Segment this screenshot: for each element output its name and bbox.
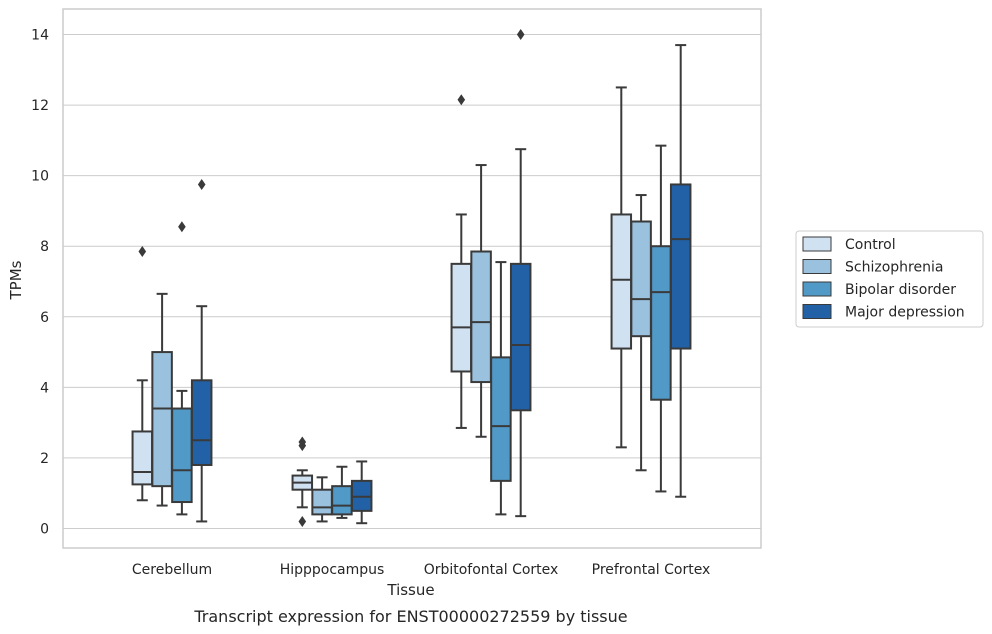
box-body [450,262,473,373]
legend-frame [795,230,984,328]
box-body [151,351,173,488]
y-tick-label: 12 [31,98,49,114]
box-body [630,220,652,338]
box-body [610,213,633,350]
boxplot-series [131,29,692,527]
outlier-point [298,515,307,527]
legend-item: Control [802,236,896,253]
x-tick-label: Cerebellum [132,562,212,578]
series-schizophrenia [151,164,652,523]
x-axis-label: Tissue [386,581,434,599]
box-body [190,379,213,466]
box [291,436,314,527]
y-tick-label: 14 [31,28,49,44]
box-body [669,183,692,350]
y-tick-labels: 0 2 4 6 8 10 12 14 [31,28,49,538]
legend-swatch [802,304,832,319]
box [171,221,193,516]
box [190,178,213,523]
y-tick-label: 6 [40,310,49,326]
x-tick-label: Hipppocampus [280,562,385,578]
box-body [650,245,672,401]
y-axis-label: TPMs [7,260,25,300]
legend-item: Schizophrenia [802,259,943,276]
box-body [131,430,154,486]
box [350,460,373,525]
outlier-point [516,29,525,40]
y-tick-label: 8 [40,239,49,255]
legend-label: Control [845,237,896,253]
box [131,246,154,502]
box [151,292,173,507]
legend-label: Bipolar disorder [845,282,956,298]
legend-label: Major depression [845,305,965,321]
outlier-point [197,178,206,190]
legend: Control Schizophrenia Bipolar disorder Majo… [795,230,984,328]
outlier-point [138,246,147,258]
legend-swatch [802,236,832,252]
outlier-point [457,94,466,106]
box-body [171,407,193,504]
box-body [509,262,532,412]
box-body [470,250,492,384]
box [311,476,333,523]
legend-swatch [802,281,832,297]
y-tick-label: 0 [40,522,49,538]
box [630,194,652,472]
y-tick-label: 10 [31,169,49,185]
legend-item: Bipolar disorder [802,281,956,298]
box-body [490,356,512,482]
legend-swatch [802,259,832,274]
box [669,44,692,498]
outlier-point [298,436,307,448]
box [470,164,492,438]
series-major-depression [190,29,692,525]
box-body [331,485,353,516]
legend-item: Major depression [802,304,965,321]
y-tick-label: 2 [40,451,49,467]
box [331,465,353,519]
outlier-point [178,221,186,233]
x-tick-label: Orbitofontal Cortex [424,562,559,578]
legend-label: Schizophrenia [845,260,943,276]
y-tick-label: 4 [40,380,49,396]
box [490,261,512,516]
x-tick-labels: Cerebellum Hipppocampus Orbitofontal Corte… [132,562,710,578]
chart-caption: Transcript expression for ENST0000027255… [193,607,627,626]
box [509,29,532,518]
x-tick-label: Prefrontal Cortex [592,562,711,578]
box-body [311,488,333,516]
